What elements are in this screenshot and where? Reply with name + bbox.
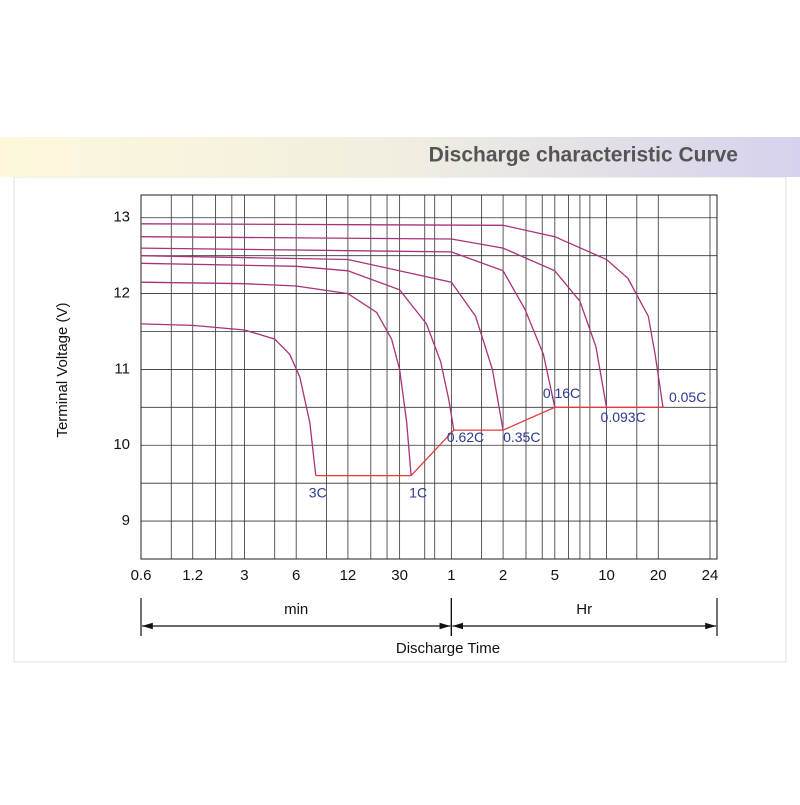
curve	[140, 255, 504, 431]
header-band	[0, 137, 800, 177]
y-tick-label: 9	[122, 512, 130, 529]
curve-label: 3C	[309, 484, 327, 500]
curve-label: 0.05C	[669, 389, 706, 405]
curve-label: 0.16C	[543, 385, 580, 401]
curve	[140, 323, 317, 476]
x-axis-label: Discharge Time	[396, 640, 500, 657]
y-axis-label: Terminal Voltage (V)	[54, 302, 71, 437]
plot-frame	[140, 194, 718, 560]
x-tick-label: 0.6	[131, 567, 152, 584]
curve	[140, 281, 412, 476]
x-tick-label: 1	[447, 567, 455, 584]
curve-label: 1C	[409, 484, 427, 500]
y-tick-label: 11	[114, 360, 130, 377]
curve-label: 0.093C	[601, 409, 646, 425]
end-voltage-line	[315, 406, 663, 477]
x-tick-label: 10	[598, 567, 615, 584]
x-tick-label: 2	[499, 567, 507, 584]
x-tick-label: 3	[240, 567, 248, 584]
curve	[140, 236, 608, 408]
x-tick-label: 30	[391, 567, 408, 584]
curve	[140, 262, 455, 431]
curve-label: 0.35C	[503, 429, 540, 445]
curve	[140, 223, 664, 408]
x-tick-label: 6	[292, 567, 300, 584]
y-tick-label: 12	[113, 285, 130, 302]
x-tick-label: 24	[702, 567, 719, 584]
x-tick-label: 20	[650, 567, 667, 584]
y-tick-label: 10	[113, 436, 130, 453]
range-label: Hr	[576, 601, 592, 618]
x-tick-label: 12	[340, 567, 357, 584]
x-tick-label: 5	[551, 567, 559, 584]
curve	[140, 247, 556, 408]
range-label: min	[284, 601, 308, 618]
x-tick-label: 1.2	[182, 567, 203, 584]
curve-label: 0.62C	[447, 429, 484, 445]
y-tick-label: 13	[113, 209, 130, 226]
chart-title: Discharge characteristic Curve	[429, 144, 738, 167]
